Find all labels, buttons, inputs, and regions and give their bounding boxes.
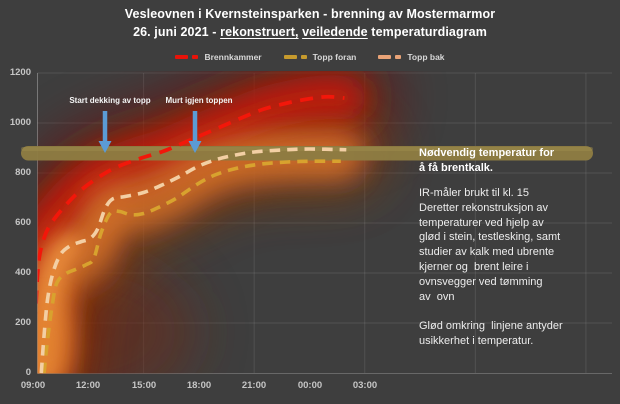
topp-foran-dash-icon (283, 55, 307, 59)
x-axis-label-2100: 21:00 (241, 380, 267, 391)
annotation-murt-igjen: Murt igjen toppen (165, 96, 233, 105)
x-axis-label-1500: 15:00 (131, 380, 157, 391)
arrow-down-icon (188, 111, 202, 153)
brennkammer-dash-icon (175, 55, 199, 59)
note-line: glød i stein, testlesking, samt (419, 231, 561, 244)
subtitle-underlined-rekonstruert: rekonstruert, (220, 25, 299, 39)
y-axis-label-600: 600 (15, 217, 31, 228)
legend-label: Brennkammer (204, 52, 262, 62)
x-axis-label-0300: 03:00 (352, 380, 378, 391)
x-axis-label-1200: 12:00 (75, 380, 101, 391)
subtitle-prefix: 26. juni 2021 - (133, 25, 221, 39)
y-axis-label-200: 200 (15, 317, 31, 328)
arrow-down-icon (98, 111, 112, 153)
x-axis-label-1800: 18:00 (186, 380, 212, 391)
temperature-lines (37, 94, 347, 374)
note-line: av ovn (419, 290, 455, 303)
note-line: temperaturer ved hjelp av (419, 216, 544, 229)
legend-item-topp-foran: Topp foran (283, 52, 357, 62)
uncertainty-glow (37, 71, 395, 374)
note-line: IR-måler brukt til kl. 15 (419, 187, 530, 199)
note-line: Deretter rekonstruksjon av (419, 201, 548, 214)
y-axis-label-400: 400 (15, 267, 31, 278)
note-line: Glød omkring linjene antyder (419, 320, 563, 333)
line-brennkammer (37, 94, 345, 315)
y-axis-label-1000: 1000 (9, 117, 31, 128)
band-label-line2: å få brentkalk. (419, 162, 493, 174)
page-title: Vesleovnen i Kvernsteinsparken - brennin… (124, 7, 496, 21)
legend-label: Topp foran (312, 52, 357, 62)
legend-item-topp-bak: Topp bak (378, 52, 445, 62)
note-line: kjerner og brent leire i (419, 260, 529, 273)
band-label-line1: Nødvendig temperatur for (419, 147, 555, 159)
line-topp-foran (42, 159, 341, 374)
y-axis-label-0: 0 (25, 367, 31, 378)
note-line: usikkerhet i temperatur. (419, 334, 534, 347)
legend: Brennkammer Topp foran Topp bak (0, 52, 620, 62)
x-axis-label-0000: 00:00 (297, 380, 323, 391)
line-topp-bak (39, 147, 347, 374)
subtitle-underlined-veiledende: veiledende (302, 25, 368, 39)
note-line (419, 304, 563, 319)
note-line: studier av kalk med ubrente (419, 246, 555, 259)
topp-bak-dash-icon (378, 55, 402, 59)
y-axis-label-800: 800 (15, 167, 31, 178)
x-axis-label-0900: 09:00 (20, 380, 46, 391)
legend-label: Topp bak (407, 52, 445, 62)
page-subtitle: 26. juni 2021 - rekonstruert, veiledende… (0, 25, 620, 39)
y-axis-label-1200: 1200 (9, 67, 31, 78)
notes-block: IR-måler brukt til kl. 15 Deretter rekon… (419, 186, 563, 349)
legend-item-brennkammer: Brennkammer (175, 52, 262, 62)
subtitle-suffix: temperaturdiagram (367, 25, 487, 39)
annotation-start-dekking: Start dekking av topp (69, 96, 151, 105)
note-line: ovnsvegger ved tømming (419, 275, 543, 288)
